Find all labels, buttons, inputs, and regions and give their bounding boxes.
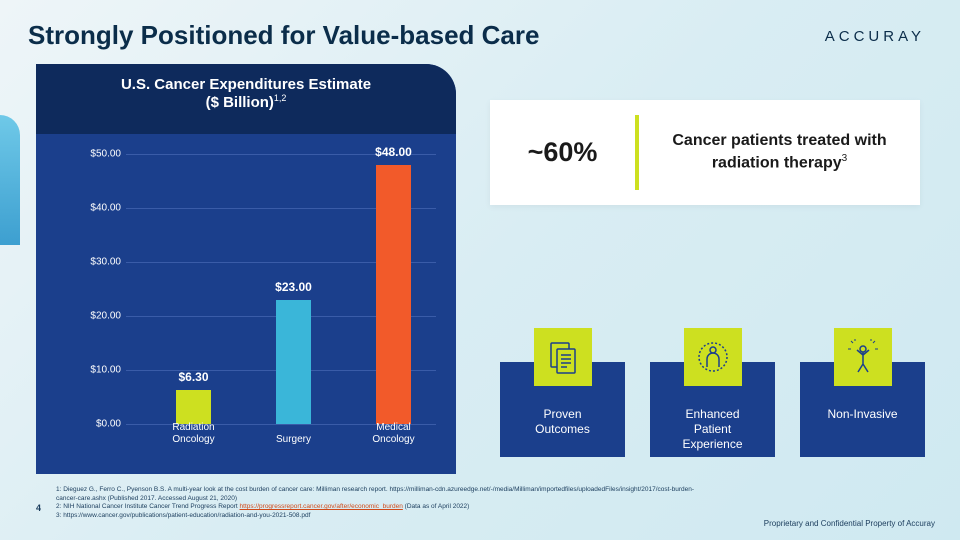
bar-value-label: $23.00 (275, 280, 312, 294)
stat-text: Cancer patients treated with radiation t… (639, 131, 920, 174)
stat-callout: ~60% Cancer patients treated with radiat… (490, 100, 920, 205)
chart-title-super: 1,2 (274, 93, 287, 103)
stat-text-content: Cancer patients treated with radiation t… (672, 132, 886, 171)
bar-category-label: Surgery (254, 434, 334, 446)
y-tick-label: $10.00 (71, 365, 121, 376)
page-title: Strongly Positioned for Value-based Care (28, 20, 539, 51)
bar-value-label: $48.00 (375, 145, 412, 159)
bar-chart: $0.00$10.00$20.00$30.00$40.00$50.00$6.30… (91, 154, 436, 444)
patient-icon (684, 328, 742, 386)
footnote-2: 2: NIH National Cancer Institute Cancer … (56, 503, 706, 511)
page-number: 4 (36, 503, 41, 513)
footnote-3: 3: https://www.cancer.gov/publications/p… (56, 512, 706, 520)
bar-value-label: $6.30 (178, 370, 208, 384)
benefit-card-2: Non-Invasive (800, 362, 925, 457)
bar-category-label: MedicalOncology (354, 422, 434, 446)
bar-0: $6.30 (176, 390, 211, 424)
documents-icon (534, 328, 592, 386)
footnote-2-post: (Data as of April 2022) (403, 503, 469, 510)
bar-2: $48.00 (376, 165, 411, 424)
bar-category-label: RadiationOncology (154, 422, 234, 446)
stat-text-super: 3 (842, 153, 848, 164)
person-rays-icon (834, 328, 892, 386)
y-tick-label: $40.00 (71, 203, 121, 214)
footnote-2-pre: 2: NIH National Cancer Institute Cancer … (56, 503, 240, 510)
chart-title-2: ($ Billion) (206, 94, 274, 111)
left-accent-bar (0, 115, 20, 245)
chart-header: U.S. Cancer Expenditures Estimate ($ Bil… (36, 64, 456, 134)
benefit-card-label: ProvenOutcomes (500, 407, 625, 437)
brand-logo: ACCURAY (825, 28, 925, 45)
benefit-card-0: ProvenOutcomes (500, 362, 625, 457)
benefit-card-1: EnhancedPatientExperience (650, 362, 775, 457)
y-tick-label: $50.00 (71, 149, 121, 160)
footnotes: 1: Dieguez G., Ferro C., Pyenson B.S. A … (56, 486, 706, 520)
chart-title-1: U.S. Cancer Expenditures Estimate (121, 76, 371, 93)
y-tick-label: $30.00 (71, 257, 121, 268)
chart-panel: U.S. Cancer Expenditures Estimate ($ Bil… (36, 64, 456, 474)
stat-percent: ~60% (490, 137, 635, 168)
y-tick-label: $20.00 (71, 311, 121, 322)
benefit-card-label: Non-Invasive (800, 407, 925, 422)
bar-1: $23.00 (276, 300, 311, 424)
y-tick-label: $0.00 (71, 419, 121, 430)
footnote-2-link[interactable]: https://progressreport.cancer.gov/after/… (240, 503, 403, 510)
benefit-card-label: EnhancedPatientExperience (650, 407, 775, 452)
confidential-label: Proprietary and Confidential Property of… (764, 519, 935, 528)
footnote-1: 1: Dieguez G., Ferro C., Pyenson B.S. A … (56, 486, 706, 503)
